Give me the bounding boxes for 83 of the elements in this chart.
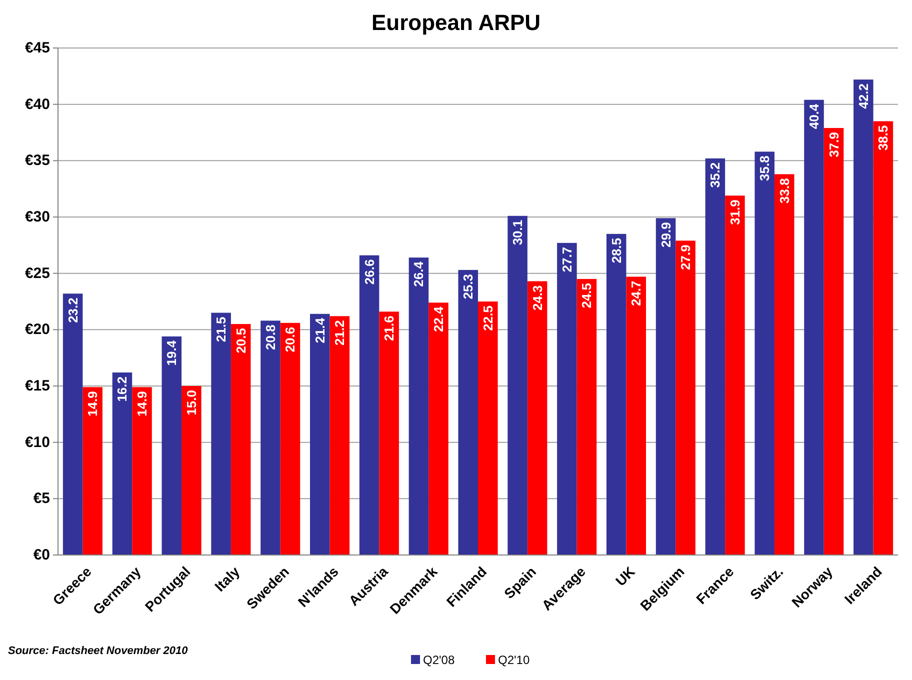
data-label: 26.4 [411, 260, 426, 287]
data-label: 21.5 [214, 316, 229, 342]
data-label: 19.4 [164, 340, 180, 366]
data-label: 21.6 [382, 316, 397, 341]
data-label: 40.4 [806, 103, 822, 130]
bar [478, 302, 498, 555]
bar [754, 152, 774, 555]
bar [873, 121, 894, 555]
bar [182, 386, 202, 555]
y-tick-label: €35 [24, 152, 50, 170]
bar [408, 258, 429, 555]
bar [280, 322, 300, 555]
y-tick-label: €40 [24, 96, 50, 113]
data-label: 14.9 [134, 391, 150, 416]
bar [676, 240, 696, 555]
y-tick-label: €45 [24, 40, 50, 56]
bar [230, 324, 251, 555]
data-label: 22.5 [480, 306, 496, 331]
legend-label: Q2'10 [498, 653, 530, 667]
legend-label: Q2'08 [423, 653, 455, 667]
data-label: 28.5 [608, 238, 624, 264]
data-label: 35.2 [708, 162, 723, 188]
bar [527, 281, 548, 555]
y-tick-label: €15 [24, 378, 50, 394]
data-label: 15.0 [184, 390, 199, 416]
data-label: 31.9 [727, 200, 742, 225]
bar [576, 278, 597, 555]
bar [211, 312, 231, 555]
data-label: 27.7 [559, 246, 574, 272]
data-label: 22.4 [430, 306, 446, 332]
bar [508, 216, 528, 555]
bar [656, 218, 676, 555]
bar [458, 270, 478, 555]
bar [112, 372, 132, 555]
data-label: 26.6 [362, 259, 377, 285]
data-label: 20.6 [282, 326, 298, 352]
y-tick-label: €0 [33, 546, 50, 564]
bar [557, 242, 577, 555]
y-tick-label: €20 [24, 321, 50, 338]
data-label: 20.8 [262, 324, 278, 350]
y-tick-label: €5 [33, 490, 50, 508]
bar [62, 294, 83, 555]
data-label: 24.3 [530, 285, 545, 311]
bar [854, 80, 874, 555]
bar [725, 196, 745, 555]
data-label: 27.9 [678, 244, 694, 270]
bar [310, 314, 330, 555]
data-label: 21.4 [312, 317, 328, 344]
data-label: 29.9 [658, 222, 674, 248]
bar [606, 234, 626, 555]
bar [705, 158, 726, 555]
bar [824, 128, 844, 555]
bar [162, 336, 182, 555]
bar [804, 100, 824, 555]
bar [82, 387, 102, 555]
y-tick-label: €10 [24, 434, 50, 451]
bar [330, 316, 350, 555]
y-tick-label: €30 [24, 208, 50, 226]
bar [132, 387, 152, 555]
data-label: 38.5 [876, 125, 891, 151]
data-label: 24.5 [579, 282, 594, 308]
y-tick-label: €25 [24, 264, 50, 282]
bar [774, 174, 794, 555]
data-label: 42.2 [856, 84, 871, 109]
data-label: 14.9 [85, 391, 100, 416]
data-label: 16.2 [114, 376, 130, 402]
bar [428, 302, 448, 555]
bar [379, 312, 399, 555]
bar [260, 320, 280, 555]
data-label: 21.2 [332, 320, 348, 346]
data-label: 30.1 [510, 220, 526, 246]
data-label: 20.5 [233, 328, 248, 354]
x-tick-label: UK [612, 563, 638, 589]
data-label: 37.9 [826, 132, 842, 158]
data-label: 23.2 [65, 298, 80, 323]
bar [359, 255, 380, 555]
source-note: Source: Factsheet November 2010 [8, 645, 189, 657]
data-label: 25.3 [460, 274, 476, 300]
chart-title: European ARPU [371, 10, 541, 35]
data-label: 35.8 [757, 156, 772, 181]
data-label: 24.7 [628, 280, 644, 306]
bar [626, 276, 646, 555]
data-label: 33.8 [776, 178, 792, 204]
